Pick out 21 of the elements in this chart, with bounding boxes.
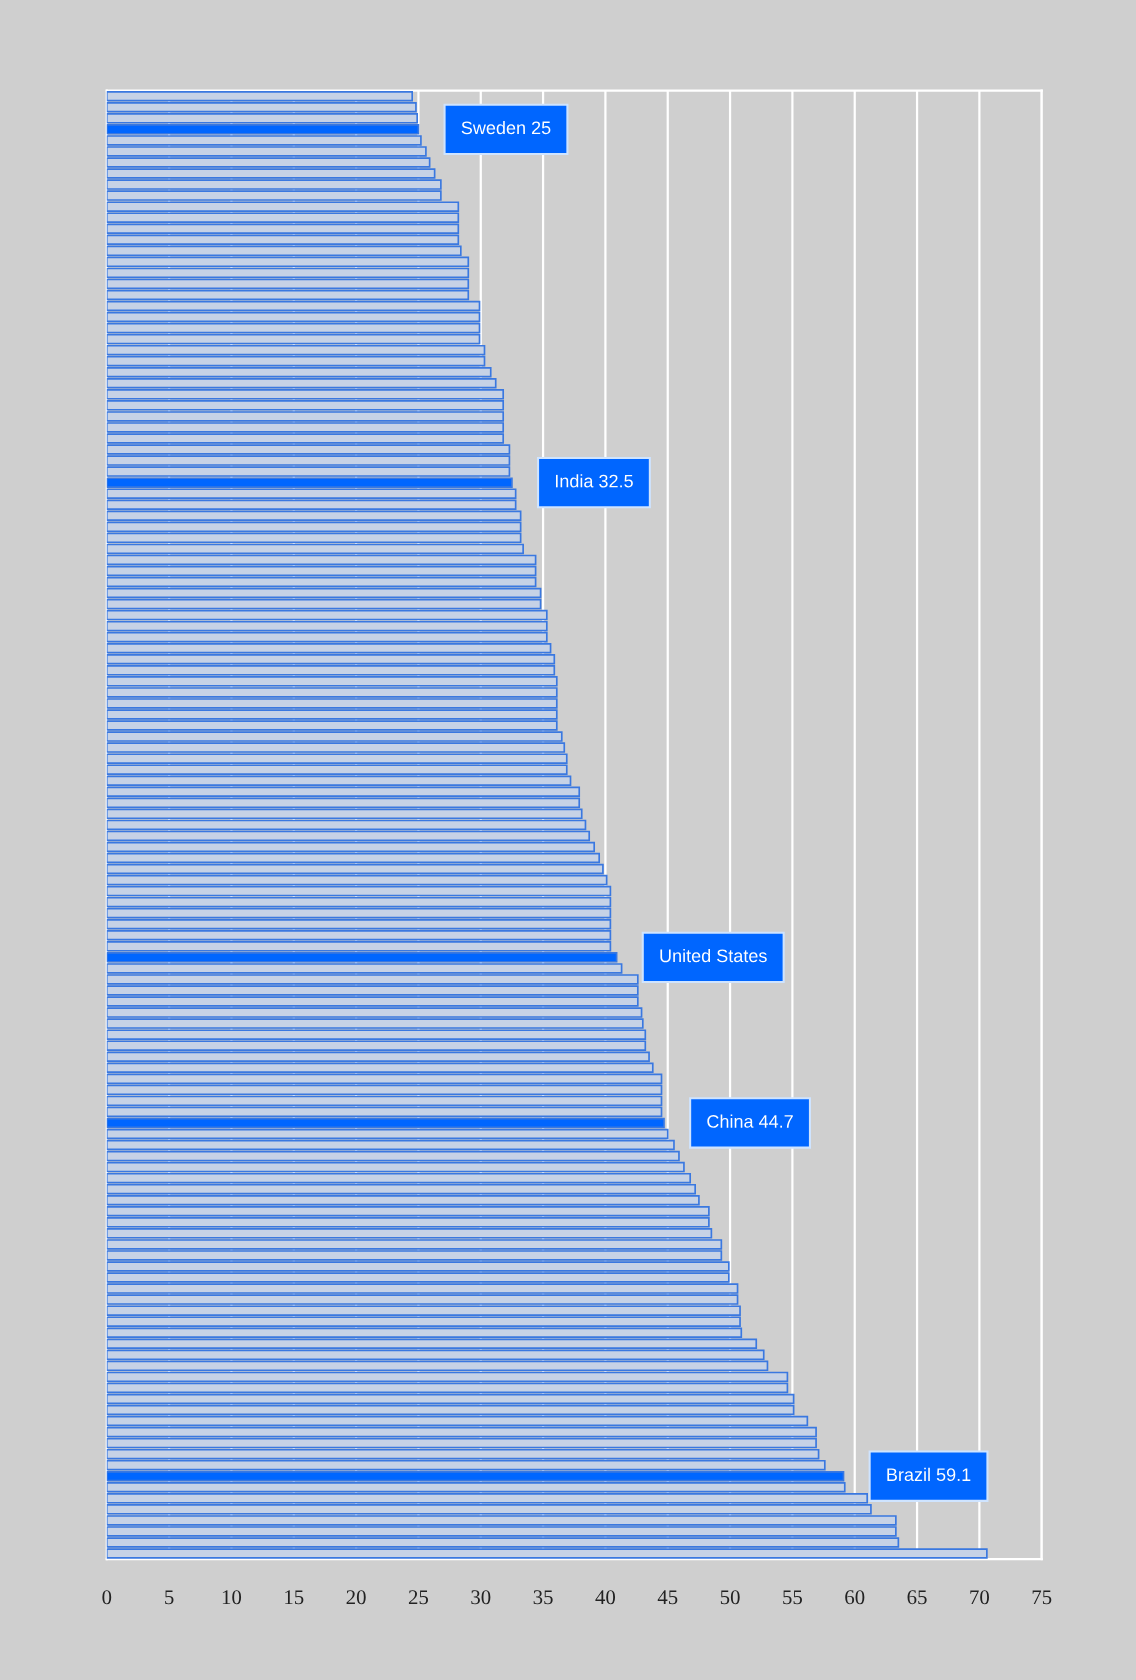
x-tick-label: 10 [222,1590,242,1605]
x-tick-label: 65 [907,1590,927,1605]
x-tick-label: 5 [165,1590,174,1605]
x-tick-label: 60 [845,1590,865,1605]
x-tick-label: 20 [346,1590,366,1605]
annotation: Sweden 25 [461,120,551,135]
x-tick-label: 15 [285,1590,304,1605]
annotation: Brazil 59.1 [887,1467,971,1482]
x-tick-label: 25 [408,1590,429,1605]
x-tick-label: 30 [471,1590,491,1605]
annotation: United States [660,948,767,963]
x-tick-label: 75 [1032,1590,1052,1605]
annotation: India 32.5 [555,474,633,488]
x-tick-label: 35 [533,1590,553,1605]
x-tick-label: 40 [595,1590,616,1605]
x-tick-label: 70 [970,1590,990,1605]
x-tick-label: 50 [720,1590,740,1605]
annotation: China 44.7 [707,1114,793,1128]
x-tick-label: 0 [102,1590,112,1605]
x-tick-label: 45 [657,1590,678,1605]
x-tick-label: 55 [783,1590,802,1605]
